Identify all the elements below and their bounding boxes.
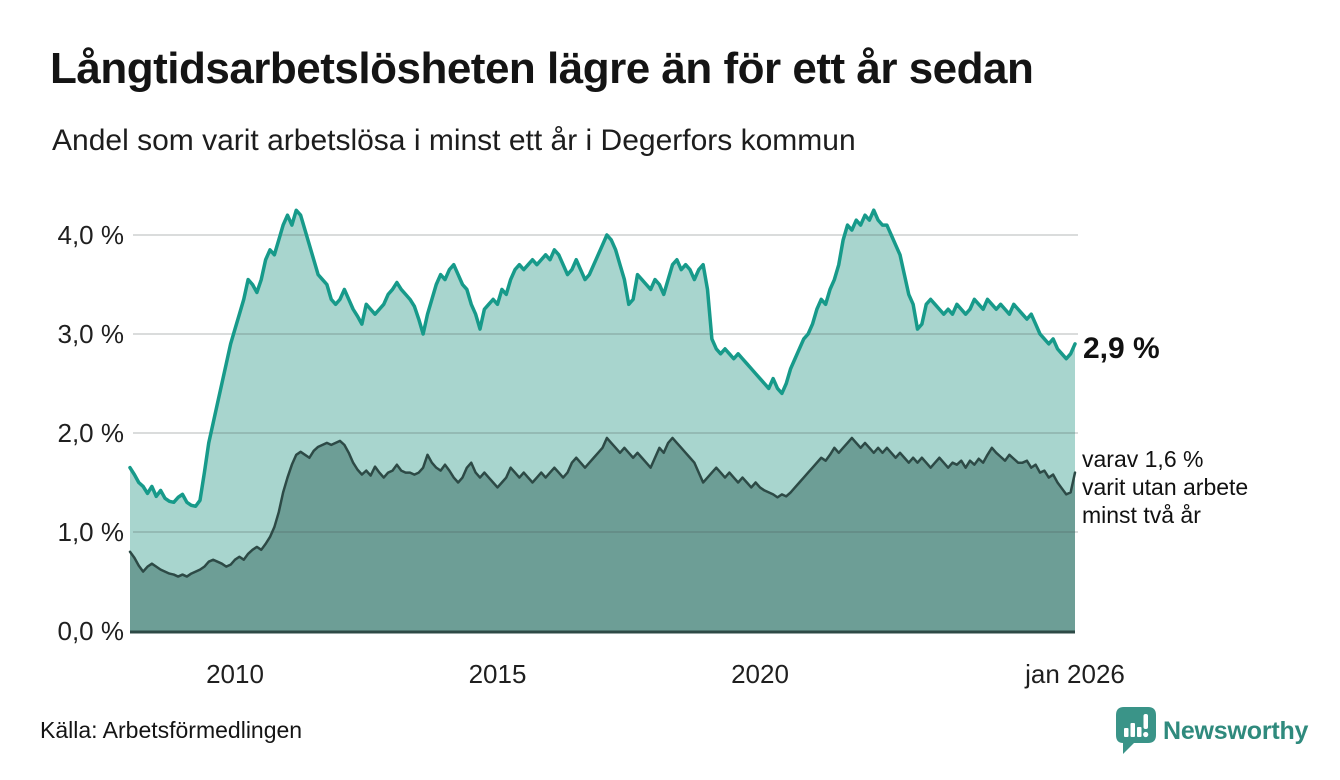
y-axis-tick-label: 2,0 %: [58, 418, 125, 448]
x-axis-tick-label: 2015: [469, 659, 527, 689]
y-axis-tick-label: 4,0 %: [58, 220, 125, 250]
page-title: Långtidsarbetslösheten lägre än för ett …: [50, 44, 1034, 93]
series-line-2: [128, 436, 1077, 578]
x-axis-tick-label: 2010: [206, 659, 264, 689]
y-axis-tick-label: 1,0 %: [58, 517, 125, 547]
x-axis-tick-label: 2020: [731, 659, 789, 689]
annotation-line-2: varit utan arbete: [1082, 474, 1249, 500]
secondary-series-annotation: varav 1,6 % varit utan arbete minst två …: [1082, 445, 1248, 529]
brand-logo: Newsworthy: [1113, 705, 1333, 760]
y-axis-tick-label: 0,0 %: [58, 616, 125, 646]
annotation-line-3: minst två år: [1082, 502, 1201, 528]
y-axis-tick-label: 3,0 %: [58, 319, 125, 349]
series-area-2: [130, 437, 1075, 631]
chart-subtitle: Andel som varit arbetslösa i minst ett å…: [52, 124, 856, 157]
source-attribution: Källa: Arbetsförmedlingen: [40, 717, 303, 743]
latest-value-annotation: 2,9 %: [1083, 332, 1160, 365]
newsworthy-logo-icon: [1116, 707, 1156, 754]
annotation-line-1: varav 1,6 %: [1082, 446, 1204, 472]
series-line-1: [128, 208, 1077, 509]
brand-wordmark: Newsworthy: [1163, 717, 1309, 745]
x-axis-tick-label: jan 2026: [1024, 659, 1125, 689]
